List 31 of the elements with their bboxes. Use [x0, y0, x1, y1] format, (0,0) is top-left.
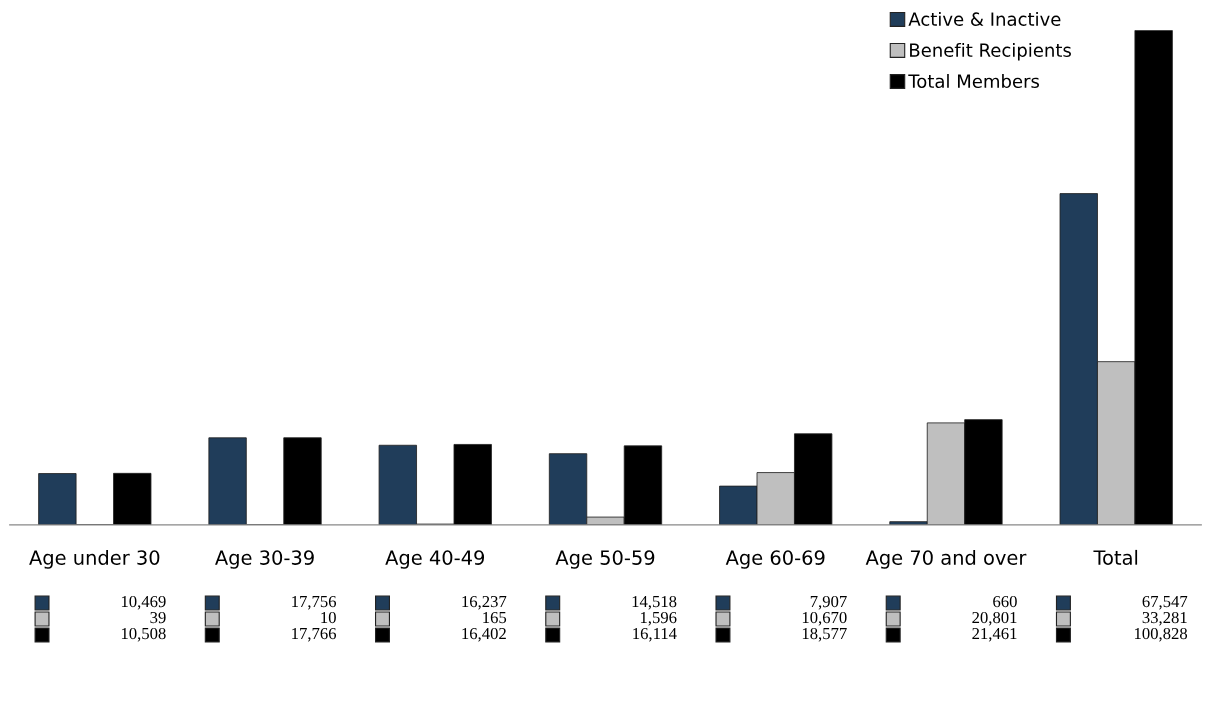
data-label: 33,281 — [1142, 611, 1187, 626]
legend-label: Benefit Recipients — [910, 43, 1071, 61]
data-label: 7,907 — [810, 595, 847, 610]
x-tick-label: Age 60-69 — [725, 550, 825, 569]
data-label: 21,461 — [972, 627, 1017, 642]
legend-label: Total Members — [908, 74, 1040, 89]
data-label: 100,828 — [1134, 627, 1188, 642]
data-label: 16,114 — [633, 627, 677, 642]
x-tick-label: Age under 30 — [29, 549, 160, 569]
data-label: 16,402 — [462, 627, 506, 642]
x-tick-label: Total — [1093, 549, 1138, 565]
data-label: 660 — [993, 595, 1017, 608]
data-label: 17,766 — [292, 627, 337, 642]
x-tick-label: Age 40-49 — [385, 550, 485, 569]
data-label: 165 — [483, 611, 507, 624]
data-label: 17,756 — [292, 595, 337, 610]
data-label: 16,237 — [462, 595, 507, 610]
data-label: 10,508 — [121, 627, 166, 642]
data-label: 10,670 — [802, 611, 847, 626]
data-label: 67,547 — [1142, 595, 1188, 610]
data-label: 18,577 — [802, 627, 847, 642]
x-tick-label: Age 70 and over — [865, 549, 1027, 569]
data-label: 1,596 — [640, 611, 677, 626]
data-label: 10 — [321, 611, 336, 624]
legend-label: Active & Inactive — [908, 12, 1061, 26]
x-tick-label: Age 30-39 — [215, 550, 314, 569]
data-label: 10,469 — [121, 595, 166, 610]
x-tick-label: Age 50-59 — [555, 550, 655, 569]
data-label: 20,801 — [972, 611, 1017, 626]
data-label: 14,518 — [632, 595, 677, 610]
data-label: 39 — [150, 611, 166, 624]
